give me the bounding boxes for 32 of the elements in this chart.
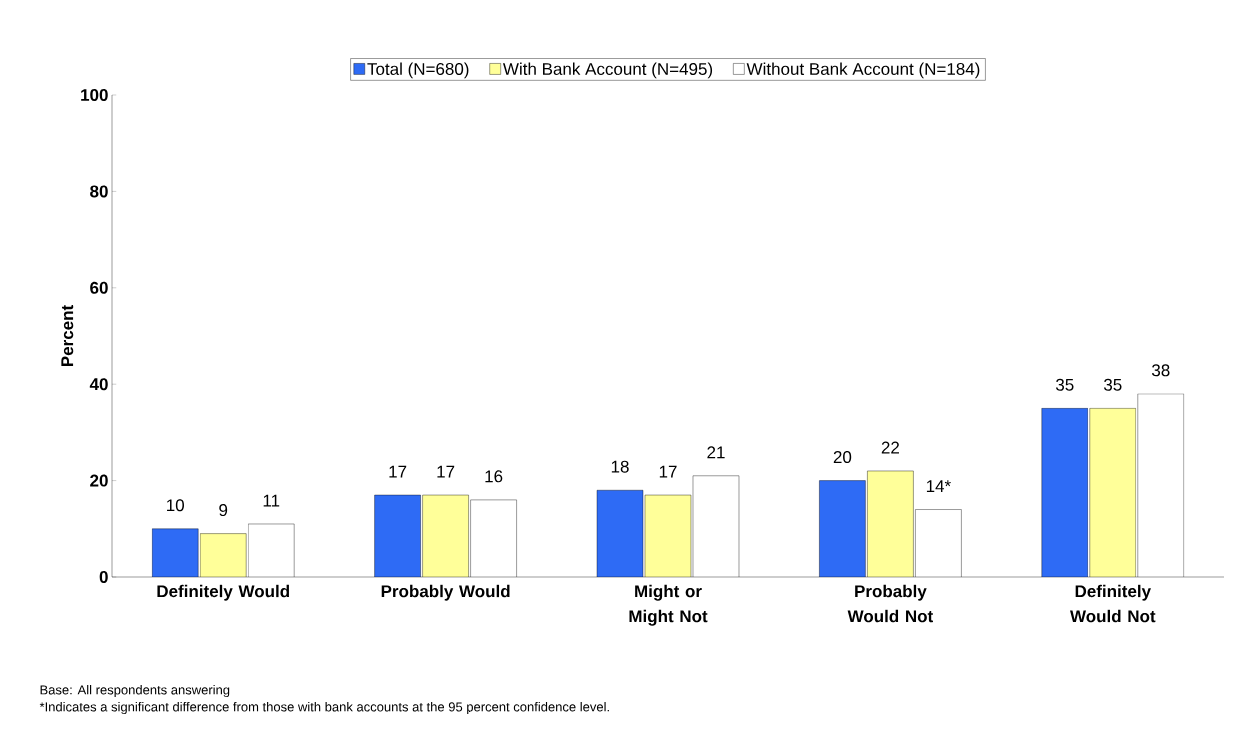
y-tick-label: 40 <box>89 378 108 391</box>
data-label: 16 <box>485 470 503 483</box>
y-tick-label: 60 <box>90 281 108 294</box>
data-label: 21 <box>707 446 725 459</box>
data-label: 14* <box>926 480 951 492</box>
data-label: 10 <box>167 499 184 512</box>
x-tick-label: Definitely Would Not <box>1070 584 1156 623</box>
data-label: 35 <box>1103 378 1122 391</box>
y-axis-title: Percent <box>61 305 74 367</box>
legend-label: Total (N=680) <box>367 62 469 79</box>
legend-label: With Bank Account (N=495) <box>502 62 713 79</box>
x-tick-label: Might or Might Not <box>629 584 708 626</box>
x-tick-label: Probably Would <box>381 584 510 601</box>
data-label: 22 <box>881 441 899 454</box>
x-tick-label: Definitely Would <box>157 584 290 601</box>
y-tick-label: 100 <box>81 88 108 102</box>
legend-label: Without Bank Account (N=184) <box>746 62 980 79</box>
y-tick-label: 20 <box>90 474 108 487</box>
text: *Indicates a significant difference from those with bank accounts at the 95 percent confidence level. <box>39 701 609 715</box>
data-label: 38 <box>1151 364 1170 377</box>
data-label: 9 <box>219 504 228 517</box>
data-label: 11 <box>263 494 280 507</box>
data-label: 20 <box>833 451 852 464</box>
text: Base: All respondents answering <box>40 684 230 698</box>
data-label: 17 <box>389 465 407 478</box>
data-label: 35 <box>1055 378 1074 391</box>
x-tick-label: Probably Would Not <box>847 584 933 623</box>
data-label: 17 <box>659 465 677 478</box>
y-tick-label: 0 <box>99 570 108 584</box>
y-tick-label: 80 <box>90 185 108 198</box>
data-label: 18 <box>611 460 629 473</box>
data-label: 17 <box>437 465 455 478</box>
